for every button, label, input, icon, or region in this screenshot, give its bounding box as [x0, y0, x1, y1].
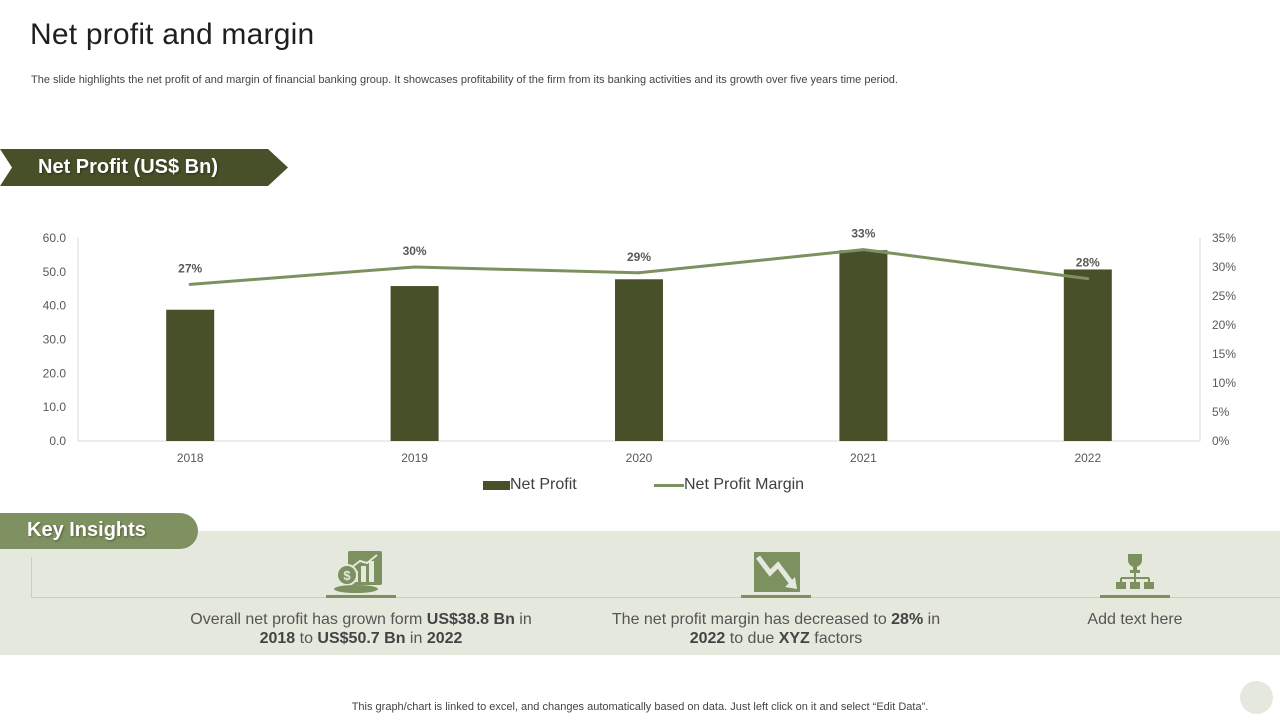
net-profit-chart: 0.0 10.0 20.0 30.0 40.0 50.0 60.0 0% 5% 10% 15% 20%…	[43, 227, 1237, 465]
x-tick-label: 2020	[626, 451, 653, 465]
y-right-tick-label: 10%	[1212, 376, 1236, 390]
page-title: Net profit and margin	[30, 18, 315, 51]
insights-panel	[0, 531, 1280, 655]
insights-divider-tick	[31, 557, 32, 598]
line-point-net-profit-margin	[413, 265, 417, 269]
page-subtitle: The slide highlights the net profit of a…	[31, 74, 898, 86]
footer-note: This graph/chart is linked to excel, and…	[351, 701, 929, 713]
legend-label-net-profit: Net Profit	[510, 476, 577, 493]
bar-net-profit	[615, 279, 663, 441]
y-right-tick-label: 30%	[1212, 260, 1236, 274]
insight-underline-2	[741, 595, 811, 598]
y-left-tick-label: 20.0	[43, 366, 67, 380]
insight-text-part: US$50.7 Bn	[317, 630, 406, 647]
y-right-tick-label: 5%	[1212, 405, 1230, 419]
legend-swatch-line	[654, 483, 684, 487]
legend-label-net-profit-margin: Net Profit Margin	[684, 476, 805, 493]
banner-arrow-shape	[0, 149, 288, 186]
legend-item-net-profit: Net Profit	[483, 476, 577, 494]
banner-title: Net Profit (US$ Bn)	[38, 156, 218, 178]
insight-text-part: Overall net profit has grown form	[190, 611, 427, 628]
insight-text-part: in	[405, 630, 427, 647]
corner-decoration	[1240, 681, 1273, 714]
bar-net-profit	[839, 250, 888, 441]
chart-legend: Net Profit Net Profit Margin	[0, 476, 1280, 498]
y-right-tick-label: 15%	[1212, 347, 1236, 361]
insight-text-part: US$38.8 Bn	[426, 611, 515, 628]
insight-text-part: in	[514, 611, 532, 628]
insight-text-part: 2022	[426, 630, 463, 647]
svg-text:$: $	[343, 568, 351, 583]
y-right-tick-label: 0%	[1212, 434, 1230, 448]
data-label-margin: 30%	[403, 244, 427, 258]
line-point-net-profit-margin	[637, 271, 641, 275]
insight-text-margin-decrease: The net profit margin has decreased to 2…	[596, 610, 956, 648]
insight-underline-3	[1100, 595, 1170, 598]
insight-underline-1	[326, 595, 396, 598]
y-right-tick-label: 35%	[1212, 231, 1236, 245]
y-right-tick-label: 25%	[1212, 289, 1236, 303]
insight-text-part: 2018	[259, 630, 296, 647]
bar-net-profit	[390, 286, 439, 441]
trophy-hierarchy-icon	[1100, 549, 1170, 595]
y-right-tick-label: 20%	[1212, 318, 1236, 332]
line-point-net-profit-margin	[861, 248, 865, 252]
legend-swatch-bar	[483, 480, 510, 490]
insight-text-part: 2022	[689, 630, 726, 647]
y-left-tick-label: 30.0	[43, 333, 67, 347]
insights-title-pill	[0, 513, 198, 549]
data-label-margin: 33%	[851, 227, 875, 241]
y-left-tick-label: 60.0	[43, 231, 67, 245]
insight-text-profit-growth: Overall net profit has grown form US$38.…	[181, 610, 541, 648]
insight-text-part: in	[923, 611, 941, 628]
insight-text-placeholder[interactable]: Add text here	[955, 610, 1280, 629]
insight-text-part: factors	[809, 630, 863, 647]
y-left-tick-label: 50.0	[43, 265, 67, 279]
y-left-tick-label: 40.0	[43, 299, 67, 313]
legend-item-net-profit-margin: Net Profit Margin	[654, 476, 804, 494]
y-left-tick-label: 0.0	[49, 434, 66, 448]
line-point-net-profit-margin	[1086, 277, 1090, 281]
insight-text-part: Add text here	[1087, 611, 1183, 628]
section-banner: Net Profit (US$ Bn)	[0, 149, 288, 186]
insight-text-part: 28%	[891, 611, 924, 628]
data-label-margin: 27%	[178, 261, 202, 275]
data-label-margin: 28%	[1076, 256, 1100, 270]
x-tick-label: 2019	[401, 451, 428, 465]
insight-text-part: to due	[725, 630, 779, 647]
insight-text-part: to	[295, 630, 318, 647]
insights-title: Key Insights	[27, 519, 146, 541]
insight-text-part: XYZ	[778, 630, 810, 647]
insight-text-part: The net profit margin has decreased to	[611, 611, 892, 628]
downtrend-arrow-icon	[741, 549, 811, 595]
bar-net-profit	[1063, 269, 1112, 441]
x-tick-label: 2021	[850, 451, 877, 465]
y-left-tick-label: 10.0	[43, 400, 67, 414]
insights-divider	[31, 597, 1280, 598]
bar-net-profit	[166, 309, 215, 441]
data-label-margin: 29%	[627, 250, 651, 264]
line-point-net-profit-margin	[188, 282, 192, 286]
money-growth-icon: $	[326, 549, 396, 595]
x-tick-label: 2018	[177, 451, 204, 465]
x-tick-label: 2022	[1074, 451, 1101, 465]
